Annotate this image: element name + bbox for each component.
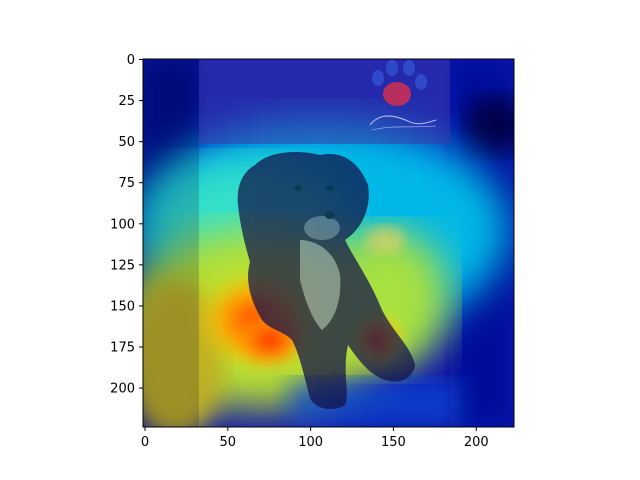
x-tick-label: 0 bbox=[141, 435, 149, 450]
y-tick-label: 175 bbox=[110, 341, 135, 356]
y-tick-label: 75 bbox=[118, 176, 135, 191]
paw-watermark-logo bbox=[369, 60, 437, 131]
x-tick-label: 150 bbox=[381, 435, 406, 450]
y-tick-label: 50 bbox=[118, 135, 135, 150]
x-tick-label: 50 bbox=[220, 435, 237, 450]
heatmap-image bbox=[143, 59, 514, 427]
y-axis: 0 25 50 75 100 125 150 175 200 bbox=[110, 53, 143, 397]
puppy-silhouette bbox=[237, 152, 415, 410]
y-tick-label: 150 bbox=[110, 299, 135, 314]
axes-frame bbox=[142, 58, 515, 428]
y-tick-label: 0 bbox=[127, 53, 135, 68]
y-tick-label: 125 bbox=[110, 258, 135, 273]
y-tick-label: 100 bbox=[110, 217, 135, 232]
y-tick-label: 200 bbox=[110, 382, 135, 397]
y-tick-label: 25 bbox=[118, 94, 135, 109]
x-tick-label: 100 bbox=[298, 435, 323, 450]
x-tick-label: 200 bbox=[464, 435, 489, 450]
x-axis: 0 50 100 150 200 bbox=[141, 427, 489, 450]
